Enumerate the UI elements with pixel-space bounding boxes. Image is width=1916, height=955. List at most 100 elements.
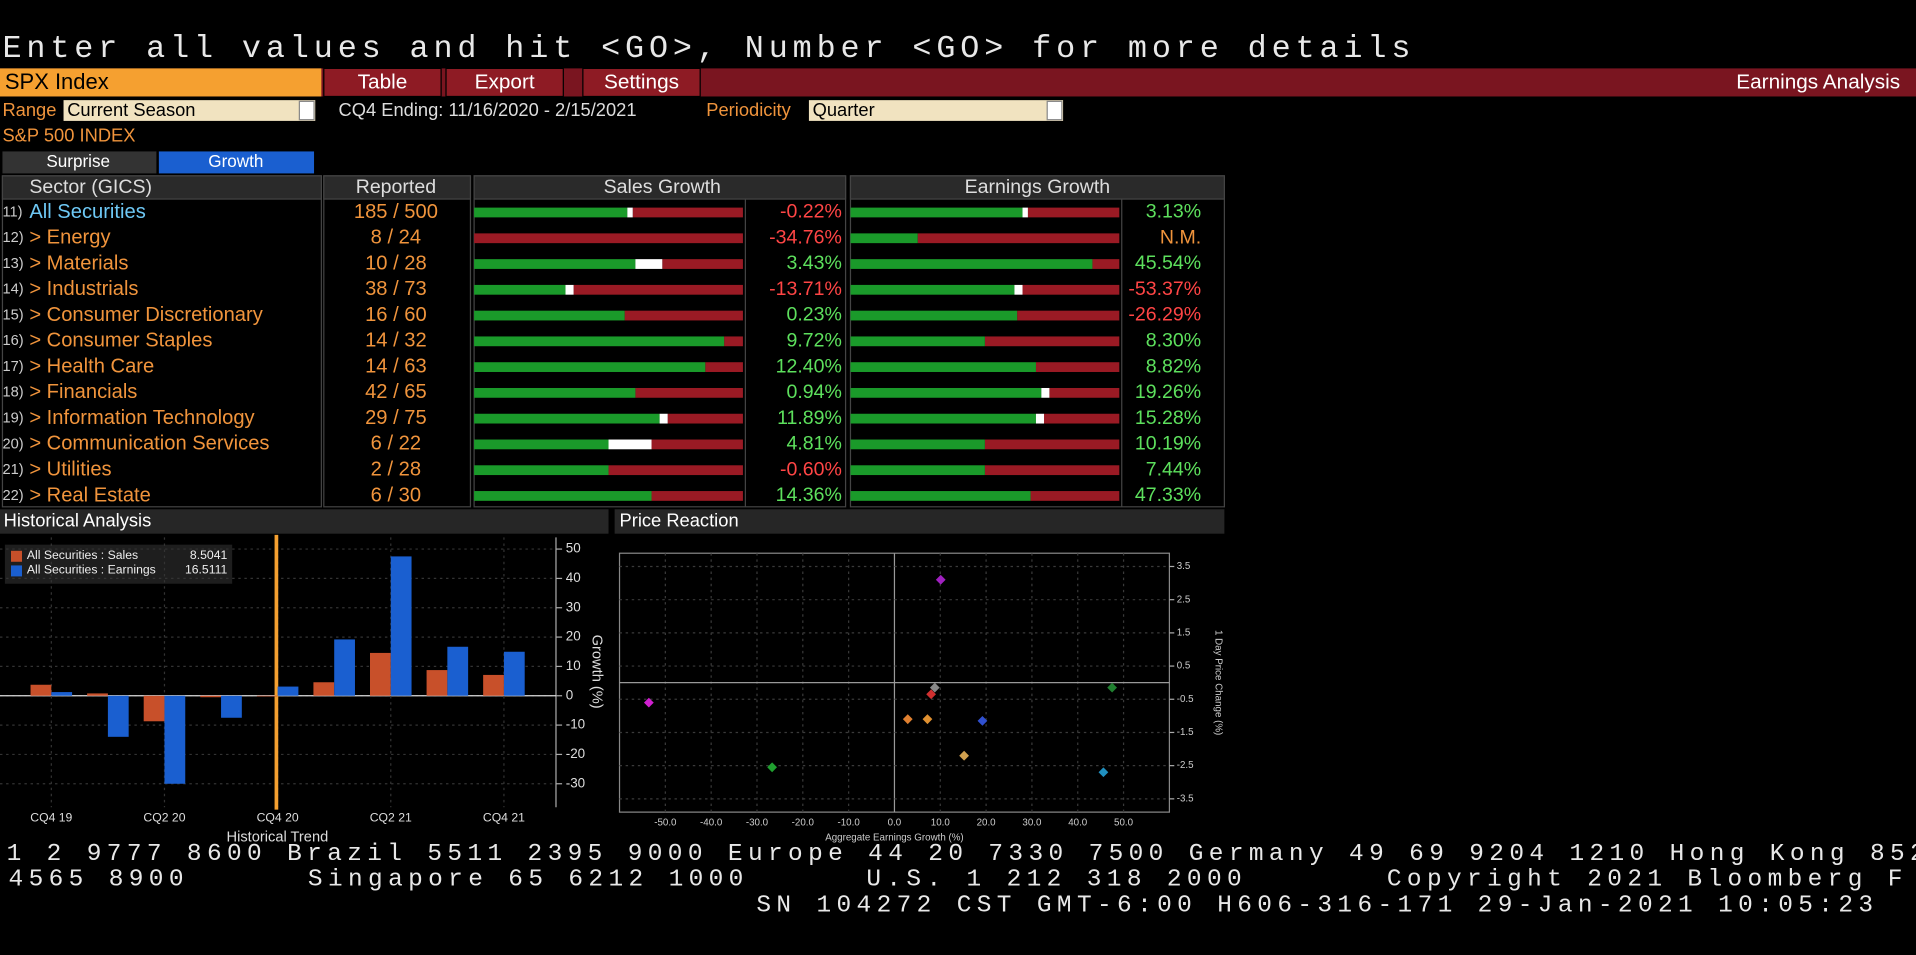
bar-miss — [651, 439, 743, 450]
bar — [200, 695, 222, 698]
bar-miss — [1049, 387, 1120, 398]
table-header: Earnings Growth — [965, 176, 1111, 198]
y-tick-label: -2.5 — [1177, 760, 1194, 771]
bar-miss — [662, 259, 743, 269]
y-tick-label: -10 — [566, 717, 585, 732]
reported: 10 / 28 — [365, 252, 427, 274]
bar-miss — [1035, 362, 1120, 372]
earnings-growth: 10.19% — [1135, 433, 1201, 455]
table-header: Reported — [356, 176, 436, 198]
bar-inline — [635, 259, 663, 269]
earnings-growth: 8.82% — [1146, 355, 1201, 377]
sector-name[interactable]: > Financials — [29, 381, 137, 403]
bar-beat — [850, 310, 1018, 321]
toggle-label[interactable]: Surprise — [46, 152, 110, 171]
reported: 8 / 24 — [371, 227, 421, 249]
index-name: S&P 500 INDEX — [2, 125, 135, 146]
bar-beat — [850, 465, 985, 476]
bar — [447, 646, 469, 696]
row-number[interactable]: 19) — [2, 411, 23, 427]
sales-growth: 11.89% — [777, 407, 842, 429]
sector-name[interactable]: > Consumer Discretionary — [29, 304, 263, 326]
footer-text: Singapore 65 6212 1000 — [308, 867, 749, 894]
bar — [143, 695, 165, 722]
periodicity-value[interactable]: Quarter — [813, 99, 875, 120]
toggle-label[interactable]: Growth — [208, 152, 263, 171]
menu-item[interactable]: Settings — [604, 71, 679, 94]
bar-miss — [1030, 491, 1120, 501]
bar — [87, 693, 108, 696]
bar-beat — [850, 284, 1015, 295]
x-tick-label: -30.0 — [746, 818, 769, 829]
earnings-growth: 15.28% — [1135, 407, 1201, 429]
bar-beat — [850, 233, 918, 244]
sales-growth: -0.60% — [780, 458, 842, 480]
sector-name[interactable]: > Real Estate — [29, 484, 151, 506]
sales-growth: 0.94% — [787, 381, 842, 403]
row-number[interactable]: 21) — [2, 462, 23, 478]
reported: 38 / 73 — [365, 278, 427, 300]
row-number[interactable]: 17) — [2, 359, 23, 375]
bar-beat — [474, 362, 706, 372]
row-number[interactable]: 11) — [2, 204, 22, 220]
sector-name[interactable]: > Energy — [29, 227, 111, 249]
bar-miss — [624, 310, 743, 321]
row-number[interactable]: 22) — [2, 488, 23, 504]
x-tick-label: -10.0 — [838, 818, 861, 829]
bar-miss — [635, 387, 743, 398]
y-tick-label: -1.5 — [1177, 727, 1194, 738]
sales-growth: -13.71% — [769, 278, 842, 300]
table-header-cell — [473, 175, 847, 200]
menu-tab[interactable] — [445, 67, 564, 98]
toggle-surprise[interactable] — [2, 151, 157, 174]
bar-miss — [724, 336, 743, 347]
reported: 42 / 65 — [365, 381, 427, 403]
panel-title: Historical Analysis — [4, 509, 152, 530]
row-number[interactable]: 14) — [2, 282, 23, 298]
sales-growth: 9.72% — [787, 329, 842, 351]
sector-name[interactable]: > Communication Services — [29, 433, 269, 455]
sector-name[interactable]: > Health Care — [29, 355, 154, 377]
bar-beat — [474, 465, 609, 476]
y-tick-label: 40 — [566, 570, 581, 585]
bar-beat — [850, 259, 1093, 269]
sales-growth: 12.40% — [776, 355, 842, 377]
menu-tab[interactable] — [323, 67, 442, 98]
menu-tab[interactable] — [582, 67, 701, 98]
bar-miss — [1022, 284, 1120, 295]
row-number[interactable]: 20) — [2, 436, 23, 452]
row-number[interactable]: 13) — [2, 256, 23, 272]
panel-header — [614, 509, 1225, 534]
dropdown-arrow[interactable] — [298, 100, 315, 121]
sector-name[interactable]: > Information Technology — [29, 407, 255, 429]
sector-name[interactable]: > Consumer Staples — [29, 330, 212, 352]
security-box[interactable] — [0, 68, 322, 97]
periodicity-dropdown[interactable] — [808, 100, 1064, 121]
sector-name[interactable]: All Securities — [29, 201, 145, 223]
sector-name[interactable]: > Utilities — [29, 459, 111, 481]
row-number[interactable]: 16) — [2, 333, 23, 349]
bar — [164, 695, 186, 784]
row-number[interactable]: 18) — [2, 385, 23, 401]
security[interactable]: SPX Index — [5, 69, 109, 94]
y-axis-label: Growth (%) — [588, 635, 604, 709]
legend-entry: All Securities : Earnings — [27, 563, 156, 577]
legend-value: 16.5111 — [185, 563, 228, 577]
bar-inline — [565, 284, 574, 295]
menu-item[interactable]: Export — [475, 71, 535, 94]
reported: 2 / 28 — [371, 459, 421, 481]
toggle-growth[interactable] — [158, 151, 315, 174]
dropdown-arrow[interactable] — [1046, 100, 1063, 121]
range-dropdown[interactable] — [63, 100, 316, 121]
row-number[interactable]: 15) — [2, 307, 23, 323]
row-number[interactable]: 12) — [2, 230, 23, 246]
menu-item[interactable]: Table — [358, 71, 408, 94]
range-value[interactable]: Current Season — [67, 99, 195, 120]
sector-name[interactable]: > Industrials — [29, 278, 138, 300]
sector-name[interactable]: > Materials — [29, 252, 128, 274]
bar — [483, 674, 504, 696]
y-tick-label: 50 — [566, 541, 581, 556]
